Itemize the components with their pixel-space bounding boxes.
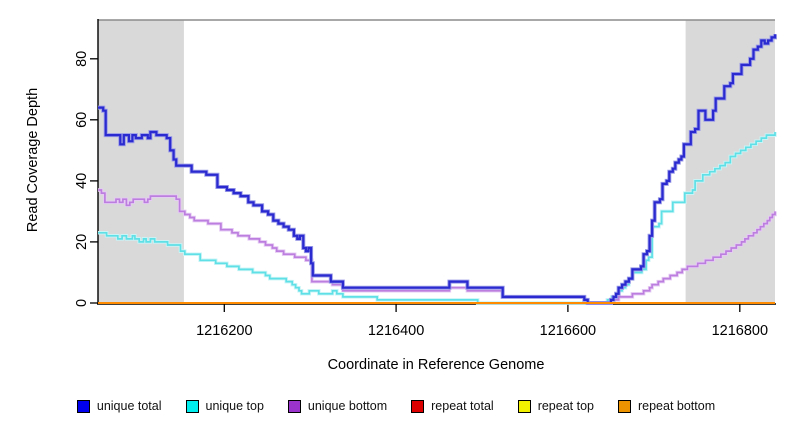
legend-label-repeat-bottom: repeat bottom: [637, 399, 716, 413]
legend-label-unique-bottom: unique bottom: [307, 399, 388, 413]
legend-item-repeat-top: repeat top: [517, 399, 594, 413]
legend-item-repeat-bottom: repeat bottom: [617, 399, 716, 413]
legend-label-unique-top: unique top: [205, 399, 264, 413]
x-tick-label: 1216600: [540, 323, 596, 339]
x-axis-label: Coordinate in Reference Genome: [327, 357, 545, 373]
y-tick-label: 40: [74, 173, 90, 189]
series-halo-unique-top: [98, 132, 777, 305]
legend-swatch-unique-total: [76, 399, 90, 413]
x-tick-label: 1216400: [368, 323, 424, 339]
legend-label-repeat-top: repeat top: [537, 399, 594, 413]
legend-label-repeat-total: repeat total: [431, 399, 494, 413]
y-tick-label: 0: [74, 299, 90, 307]
y-tick-label: 80: [74, 51, 90, 67]
legend-swatch-repeat-top: [517, 399, 531, 413]
legend-swatch-repeat-total: [411, 399, 425, 413]
legend-swatch-unique-bottom: [287, 399, 301, 413]
x-tick-label: 1216800: [712, 323, 768, 339]
y-axis-label: Read Coverage Depth: [25, 87, 41, 233]
legend-item-unique-bottom: unique bottom: [287, 399, 388, 413]
y-tick-label: 60: [74, 112, 90, 128]
legend: unique total unique top unique bottom repea…: [0, 396, 792, 416]
legend-label-unique-total: unique total: [96, 399, 162, 413]
legend-item-repeat-total: repeat total: [411, 399, 494, 413]
series-line-unique-total: [98, 34, 777, 305]
series-line-unique-top: [98, 132, 776, 304]
repeat-region-shading: [98, 20, 184, 304]
legend-swatch-repeat-bottom: [617, 399, 631, 413]
legend-swatch-unique-top: [185, 399, 199, 413]
x-tick-label: 1216200: [196, 323, 252, 339]
legend-item-unique-top: unique top: [185, 399, 264, 413]
legend-item-unique-total: unique total: [76, 399, 162, 413]
y-tick-label: 20: [74, 234, 90, 250]
